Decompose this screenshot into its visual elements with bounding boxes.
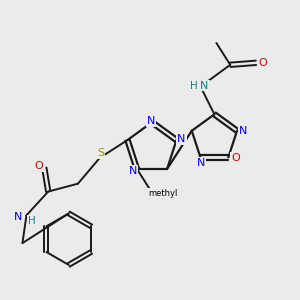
Text: N: N	[200, 81, 209, 91]
Text: N: N	[14, 212, 23, 222]
Text: methyl: methyl	[148, 189, 177, 198]
Text: S: S	[97, 148, 104, 158]
Text: H: H	[190, 81, 197, 91]
Text: H: H	[28, 216, 35, 226]
Text: N: N	[147, 116, 155, 126]
Text: O: O	[259, 58, 267, 68]
Text: N: N	[177, 134, 186, 144]
Text: O: O	[34, 161, 43, 171]
Text: N: N	[239, 126, 247, 136]
Text: N: N	[129, 166, 137, 176]
Text: O: O	[231, 153, 240, 163]
Text: N: N	[197, 158, 206, 168]
